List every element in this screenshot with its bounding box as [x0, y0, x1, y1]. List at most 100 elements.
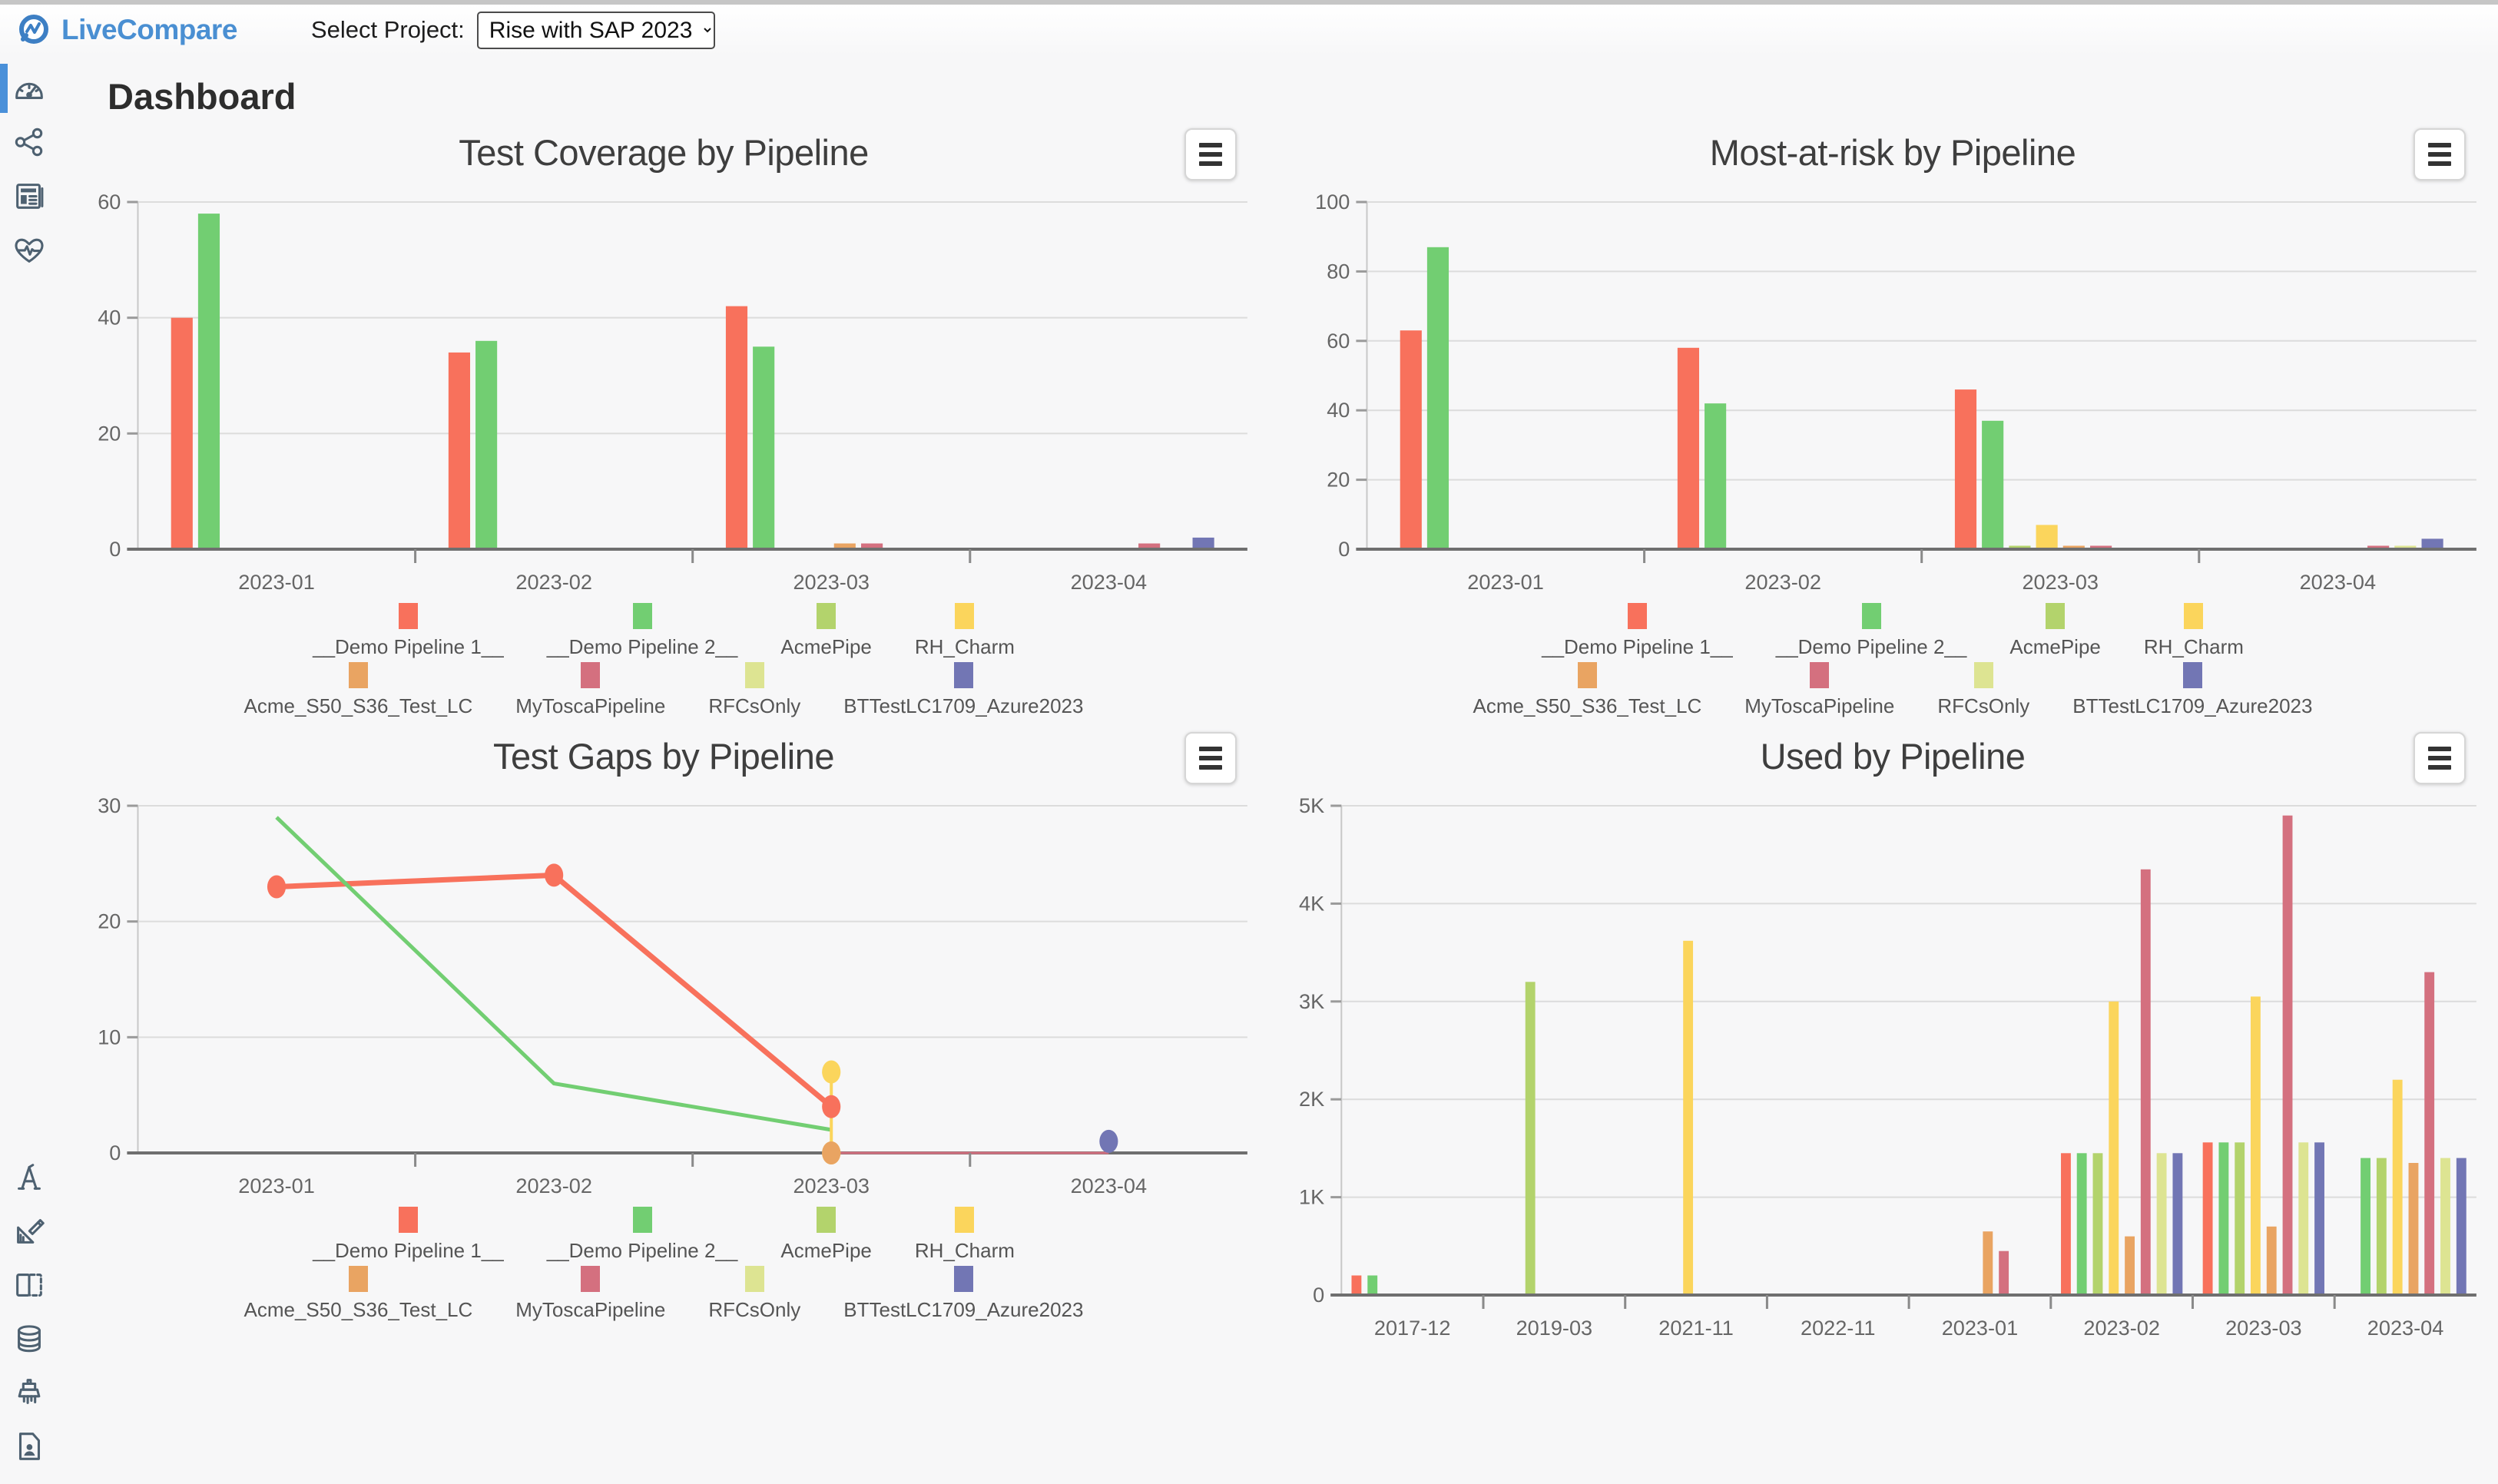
legend-item[interactable]: AcmePipe — [2009, 603, 2101, 659]
menu-bar-icon — [2428, 143, 2451, 147]
menu-bar-icon — [1199, 152, 1222, 157]
legend-item[interactable]: RH_Charm — [915, 1207, 1015, 1263]
chart-title: Test Gaps by Pipeline — [492, 736, 835, 777]
sidebar-item-reports[interactable] — [0, 169, 58, 223]
chart-menu-button[interactable] — [2414, 128, 2466, 181]
project-select[interactable]: Rise with SAP 2023 — [476, 11, 715, 49]
legend-label: RH_Charm — [914, 1239, 1015, 1262]
main-content: Dashboard Test Coverage by Pipeline 0 20 4… — [58, 55, 2498, 1484]
legend-item[interactable]: __Demo Pipeline 1__ — [1542, 603, 1733, 659]
legend-label: MyToscaPipeline — [515, 1298, 666, 1321]
svg-text:30: 30 — [98, 794, 121, 817]
legend-label: RFCsOnly — [708, 694, 801, 717]
brand-name: LiveCompare — [61, 14, 237, 45]
legend-item[interactable]: MyToscaPipeline — [515, 662, 665, 718]
legend-item[interactable]: RFCsOnly — [708, 1266, 800, 1322]
chart-card-most-at-risk: Most-at-risk by Pipeline 0 20 40 60 80 100 202… — [1294, 125, 2492, 718]
sidebar-item-pipelines[interactable] — [0, 115, 58, 169]
sidebar-top-group — [0, 61, 58, 277]
svg-text:2019-03: 2019-03 — [1516, 1317, 1593, 1340]
legend-label: AcmePipe — [780, 635, 872, 658]
svg-text:2023-02: 2023-02 — [515, 1174, 592, 1197]
menu-bar-icon — [1199, 747, 1222, 751]
sidebar-item-design[interactable] — [0, 1204, 58, 1258]
svg-text:20: 20 — [1327, 469, 1350, 492]
sidebar-item-apps[interactable] — [0, 1151, 58, 1204]
legend-swatch — [744, 662, 764, 688]
window-top-edge — [0, 0, 2498, 5]
sidebar-item-compare[interactable] — [0, 1258, 58, 1312]
legend-swatch — [2046, 603, 2066, 629]
legend-item[interactable]: RFCsOnly — [1937, 662, 2029, 718]
menu-bar-icon — [1199, 161, 1222, 166]
legend-row: __Demo Pipeline 1__ __Demo Pipeline 2__ Ac… — [313, 1207, 1015, 1263]
legend-row: __Demo Pipeline 1__ __Demo Pipeline 2__ Ac… — [313, 603, 1015, 659]
legend-item[interactable]: RH_Charm — [2144, 603, 2244, 659]
legend-item[interactable]: AcmePipe — [780, 1207, 872, 1263]
sidebar-item-dashboard[interactable] — [0, 61, 58, 115]
sidebar-item-profiles[interactable] — [0, 1419, 58, 1473]
svg-text:2023-03: 2023-03 — [2022, 571, 2099, 594]
legend-item[interactable]: Acme_S50_S36_Test_LC — [244, 662, 472, 718]
legend-item[interactable]: MyToscaPipeline — [1744, 662, 1894, 718]
chart-card-used: Used by Pipeline 0 1K 2K 3K 4K 5K 2017-12 2019-… — [1294, 729, 2492, 1346]
chart-menu-button[interactable] — [1184, 732, 1237, 784]
legend-label: BTTestLC1709_Azure2023 — [843, 694, 1084, 717]
legend-item[interactable]: BTTestLC1709_Azure2023 — [843, 662, 1083, 718]
legend-swatch — [2182, 662, 2202, 688]
legend-swatch — [348, 1266, 368, 1292]
legend-item[interactable]: BTTestLC1709_Azure2023 — [843, 1266, 1083, 1322]
app-header: LiveCompare Select Project: Rise with SA… — [0, 5, 2498, 55]
legend-item[interactable]: __Demo Pipeline 2__ — [1776, 603, 1966, 659]
legend-item[interactable]: Acme_S50_S36_Test_LC — [244, 1266, 472, 1322]
legend-item[interactable]: Acme_S50_S36_Test_LC — [1473, 662, 1701, 718]
legend-swatch — [1861, 603, 1881, 629]
legend-swatch — [581, 662, 601, 688]
svg-text:2023-03: 2023-03 — [793, 1174, 870, 1197]
legend-label: __Demo Pipeline 2__ — [546, 1239, 738, 1262]
legend-swatch — [817, 1207, 837, 1233]
legend-swatch — [953, 1266, 973, 1292]
legend-label: __Demo Pipeline 1__ — [1542, 635, 1733, 658]
legend-item[interactable]: RFCsOnly — [708, 662, 800, 718]
legend-label: RFCsOnly — [708, 1298, 801, 1321]
svg-text:80: 80 — [1327, 260, 1350, 283]
legend-item[interactable]: __Demo Pipeline 1__ — [313, 1207, 504, 1263]
svg-text:2022-11: 2022-11 — [1801, 1317, 1876, 1340]
svg-text:2023-02: 2023-02 — [515, 571, 592, 594]
legend-label: __Demo Pipeline 1__ — [313, 1239, 504, 1262]
legend-item[interactable]: AcmePipe — [780, 603, 872, 659]
chart-card-test-coverage: Test Coverage by Pipeline 0 20 40 60 2023-01… — [65, 125, 1263, 718]
chart-menu-button[interactable] — [2414, 732, 2466, 784]
legend-label: RH_Charm — [2143, 635, 2244, 658]
legend-swatch — [632, 603, 652, 629]
legend-item[interactable]: BTTestLC1709_Azure2023 — [2072, 662, 2312, 718]
legend-item[interactable]: __Demo Pipeline 2__ — [546, 603, 738, 659]
sidebar — [0, 55, 58, 1484]
svg-text:0: 0 — [1313, 1284, 1324, 1307]
legend-item[interactable]: RH_Charm — [915, 603, 1015, 659]
chart-card-test-gaps: Test Gaps by Pipeline 0 10 20 30 2023-01 2023… — [65, 729, 1263, 1346]
legend-row: __Demo Pipeline 1__ __Demo Pipeline 2__ Ac… — [1542, 603, 2244, 659]
legend-item[interactable]: __Demo Pipeline 2__ — [546, 1207, 738, 1263]
menu-bar-icon — [2428, 152, 2451, 157]
svg-text:0: 0 — [109, 1141, 121, 1164]
chart-header: Test Coverage by Pipeline — [65, 125, 1263, 185]
sidebar-item-cleanup[interactable] — [0, 1366, 58, 1419]
legend-label: AcmePipe — [780, 1239, 872, 1262]
legend-swatch — [1810, 662, 1830, 688]
sidebar-item-health[interactable] — [0, 223, 58, 277]
chart-header: Test Gaps by Pipeline — [65, 729, 1263, 789]
legend-label: __Demo Pipeline 2__ — [546, 635, 738, 658]
legend-swatch — [955, 603, 975, 629]
legend-item[interactable]: MyToscaPipeline — [515, 1266, 665, 1322]
legend-item[interactable]: __Demo Pipeline 1__ — [313, 603, 504, 659]
sidebar-item-data[interactable] — [0, 1312, 58, 1366]
svg-text:2023-01: 2023-01 — [1942, 1317, 2019, 1340]
legend-swatch — [348, 662, 368, 688]
svg-text:2023-04: 2023-04 — [2300, 571, 2377, 594]
chart-plot-most-at-risk: 0 20 40 60 80 100 2023-01 2023-02 2023-03 2023-04 — [1294, 185, 2492, 600]
chart-title: Most-at-risk by Pipeline — [1709, 132, 2076, 173]
legend-swatch — [953, 662, 973, 688]
chart-menu-button[interactable] — [1184, 128, 1237, 181]
